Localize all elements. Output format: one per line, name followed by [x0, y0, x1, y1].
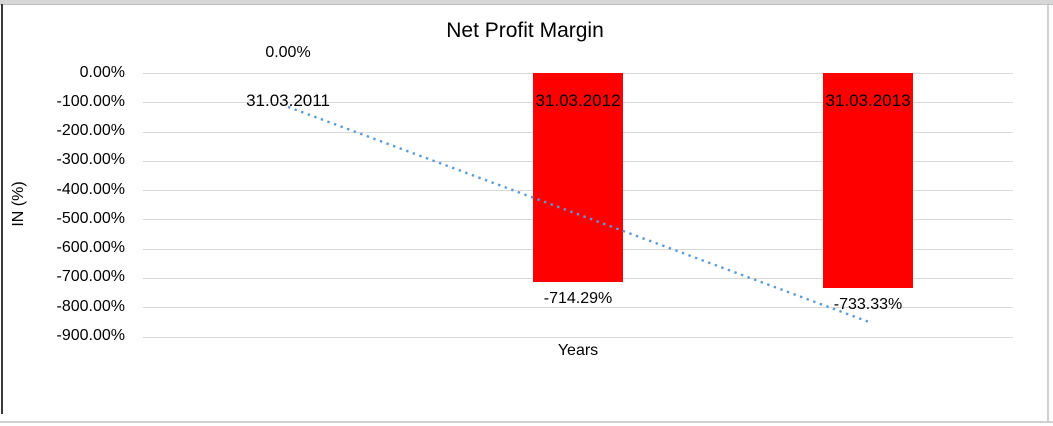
y-axis-title: IN (%)	[10, 181, 27, 227]
window-right-border	[1047, 5, 1049, 422]
y-tick-label: -300.00%	[56, 151, 126, 169]
window-bottom-border	[0, 421, 1053, 423]
y-tick-label: -100.00%	[56, 92, 126, 110]
category-label-2011: 31.03.2011	[246, 91, 330, 110]
y-tick-label: -700.00%	[56, 268, 126, 286]
category-label-2013: 31.03.2013	[825, 91, 911, 110]
y-tick-label: -800.00%	[56, 297, 126, 315]
y-tick-label: 0.00%	[79, 63, 125, 81]
category-label-2012: 31.03.2012	[535, 91, 621, 110]
window-left-border	[1, 4, 3, 414]
y-tick-label: -200.00%	[56, 122, 126, 140]
y-tick-label: -900.00%	[56, 327, 126, 344]
y-tick-label: -600.00%	[56, 239, 126, 257]
y-tick-label: -400.00%	[56, 180, 126, 198]
data-label-2013: -733.33%	[833, 295, 903, 313]
x-axis-title: Years	[557, 342, 599, 359]
chart-title: Net Profit Margin	[446, 19, 604, 42]
y-tick-label: -500.00%	[56, 209, 126, 227]
data-label-2012: -714.29%	[543, 290, 613, 308]
data-label-2011: 0.00%	[265, 44, 311, 61]
gridline	[143, 336, 1013, 338]
window-top-strip	[0, 0, 1053, 5]
